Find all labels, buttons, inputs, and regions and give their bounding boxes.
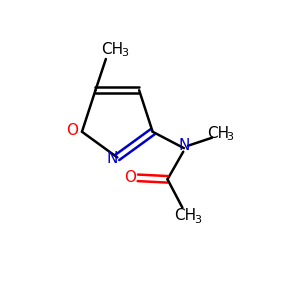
Text: CH: CH xyxy=(207,126,229,141)
Text: O: O xyxy=(67,123,79,138)
Text: CH: CH xyxy=(101,42,124,57)
Text: 3: 3 xyxy=(226,132,233,142)
Text: O: O xyxy=(124,170,136,185)
Text: 3: 3 xyxy=(121,48,128,59)
Text: 3: 3 xyxy=(194,215,201,225)
Text: N: N xyxy=(106,152,118,166)
Text: CH: CH xyxy=(174,208,196,224)
Text: N: N xyxy=(179,138,190,153)
